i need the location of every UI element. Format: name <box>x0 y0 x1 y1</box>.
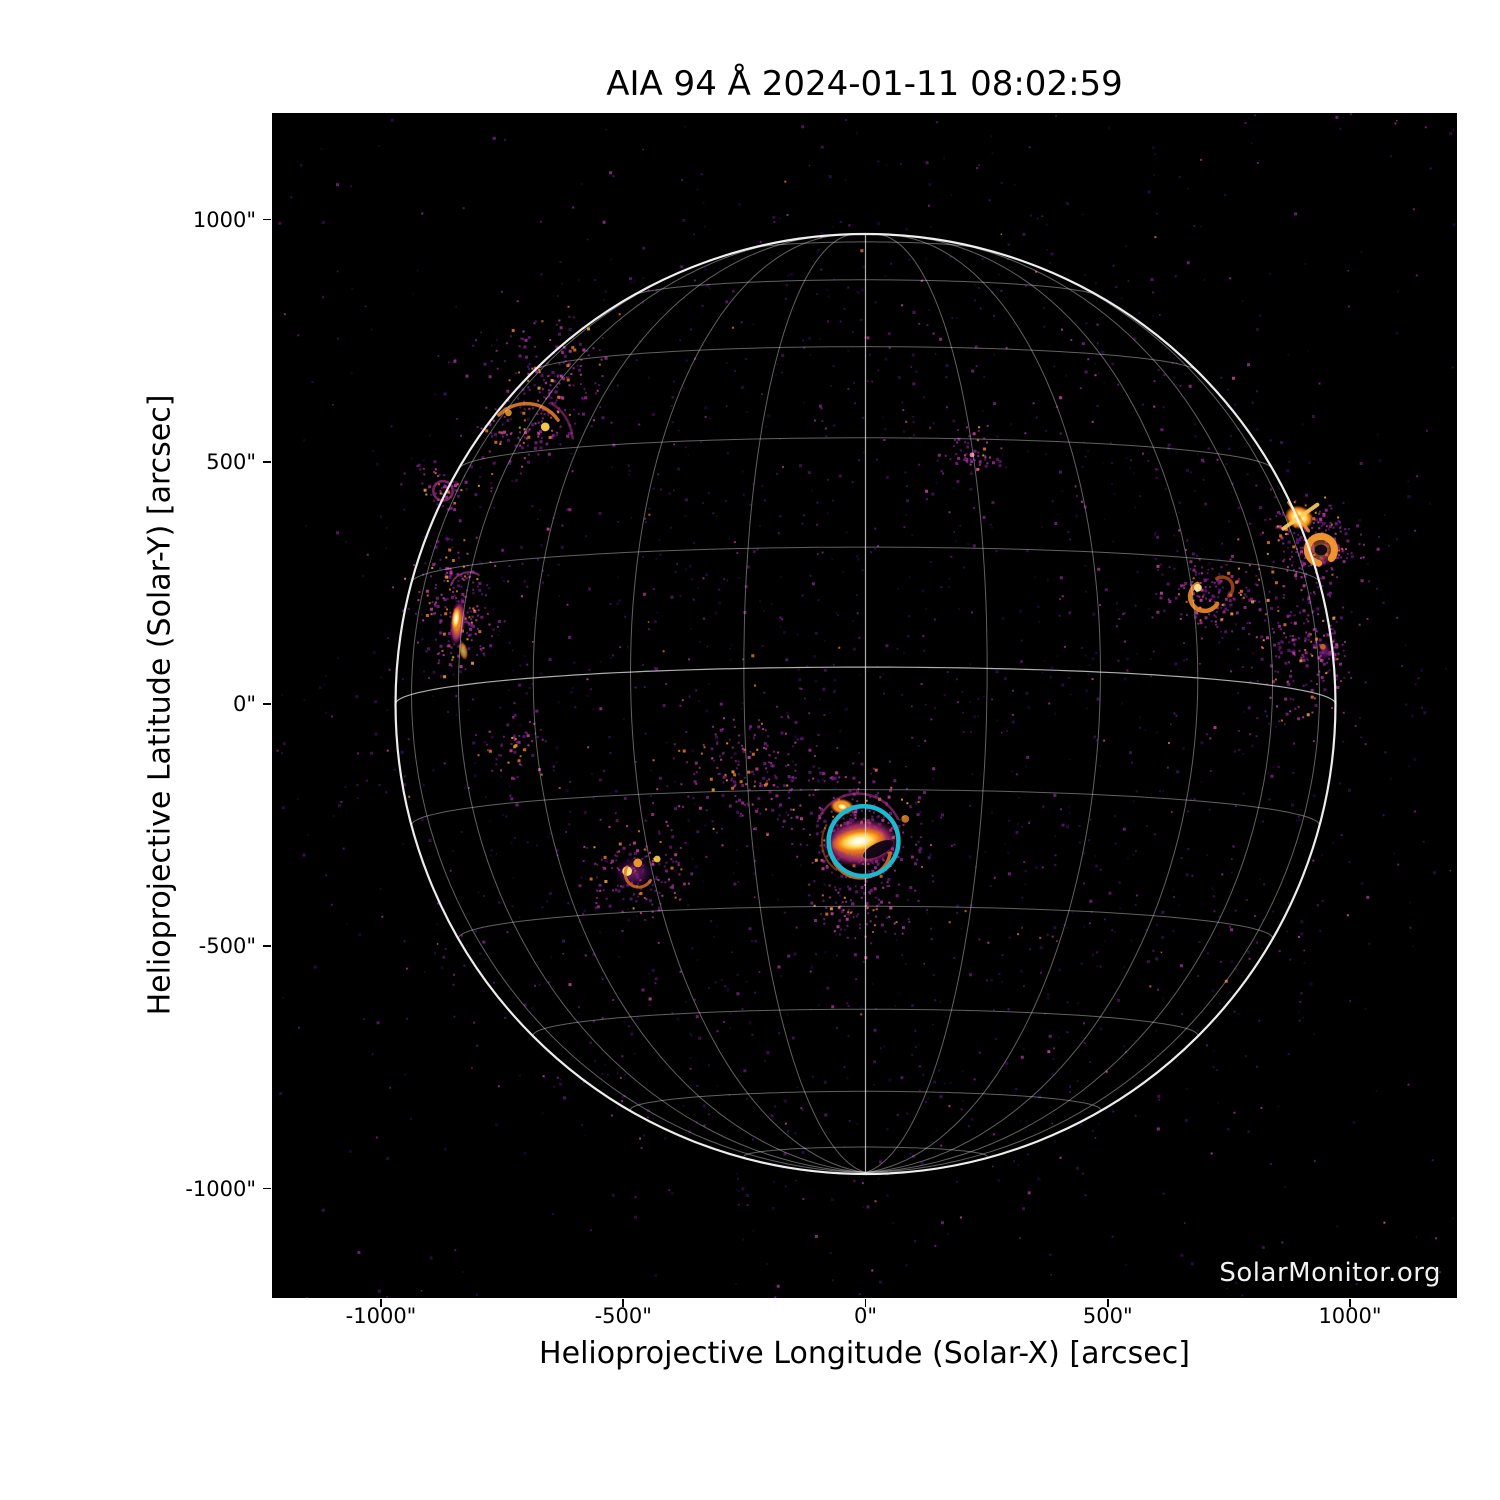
y-tick-mark <box>263 1187 271 1190</box>
background-noise <box>276 113 1457 1298</box>
x-tick-label: 500" <box>1082 1304 1133 1328</box>
y-tick-mark <box>263 703 271 705</box>
solar-limb <box>394 232 1337 1176</box>
y-tick-mark <box>263 945 271 948</box>
y-tick-label: 500" <box>206 449 256 474</box>
y-tick-mark <box>263 218 271 221</box>
watermark: SolarMonitor.org <box>1219 1258 1441 1288</box>
solar-image <box>276 113 1457 1298</box>
plot-area: SolarMonitor.org <box>272 113 1457 1298</box>
x-axis-label: Helioprojective Longitude (Solar-X) [arc… <box>539 1336 1190 1371</box>
heliographic-grid <box>394 233 1337 1173</box>
x-tick-mark <box>1349 1299 1351 1307</box>
flare-annotation-circle <box>826 803 901 879</box>
x-tick-mark <box>622 1299 625 1307</box>
y-tick-mark <box>263 460 271 463</box>
x-tick-mark <box>864 1299 867 1307</box>
southeast-active-region-glow <box>613 856 655 890</box>
y-tick-label: 0" <box>232 692 256 716</box>
x-tick-mark <box>380 1299 382 1307</box>
x-tick-label: 0" <box>853 1304 878 1328</box>
east-limb-bright-point-glow <box>451 606 461 632</box>
x-tick-mark <box>1106 1299 1109 1307</box>
y-tick-label: 1000" <box>192 207 256 232</box>
x-tick-label: -1000" <box>345 1304 417 1328</box>
active-regions <box>432 401 1343 890</box>
x-tick-label: 1000" <box>1318 1304 1382 1328</box>
y-tick-label: -1000" <box>185 1176 256 1201</box>
east-limb-bright-point-glow <box>458 641 469 661</box>
figure-title: AIA 94 Å 2024-01-11 08:02:59 <box>606 64 1123 104</box>
x-tick-label: -500" <box>594 1304 652 1328</box>
y-tick-label: -500" <box>198 934 256 959</box>
